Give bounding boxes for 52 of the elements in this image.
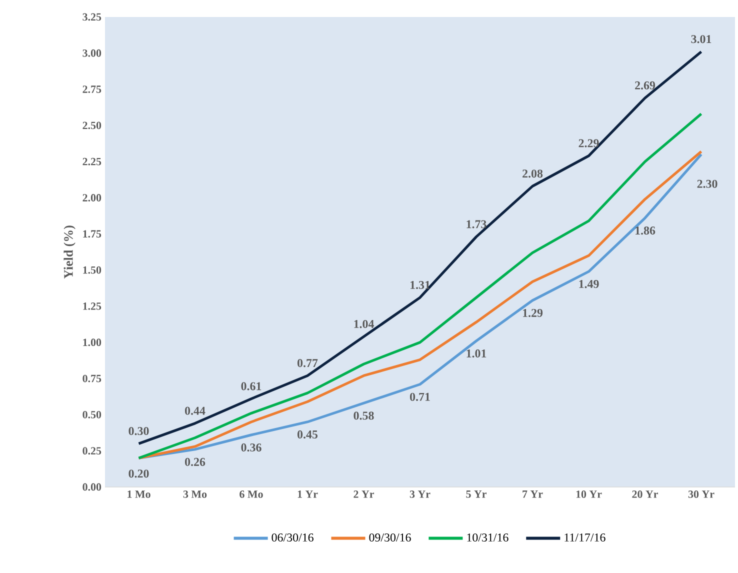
x-tick-label: 7 Yr (522, 490, 543, 498)
data-label: 0.58 (354, 412, 374, 420)
data-label: 0.71 (410, 392, 430, 401)
data-label: 1.49 (579, 280, 599, 288)
data-label: 0.61 (241, 382, 262, 390)
y-tick-label: 0.50 (82, 410, 102, 418)
data-label: 1.29 (523, 308, 543, 318)
data-label: 2.29 (578, 139, 599, 148)
y-tick-label: 3.25 (82, 13, 102, 21)
data-label: 1.73 (466, 220, 486, 228)
x-tick-label: 3 Mo (183, 490, 207, 498)
x-tick-label: 30 Yr (688, 490, 714, 498)
data-label: 2.30 (697, 180, 718, 188)
y-axis-title: Yield (%) (64, 226, 76, 279)
x-tick-label: 10 Yr (576, 490, 602, 498)
data-label: 0.36 (241, 443, 262, 452)
data-label: 0.44 (184, 406, 206, 415)
legend-label: 10/31/16 (467, 533, 508, 542)
y-tick-label: 0.75 (82, 374, 102, 382)
data-label: 0.26 (184, 458, 206, 466)
data-label: 1.31 (410, 280, 430, 290)
legend-label: 06/30/16 (272, 533, 314, 542)
x-tick-label: 5 Yr (466, 490, 487, 498)
x-tick-label: 1 Yr (298, 490, 318, 498)
data-label: 0.45 (297, 430, 318, 439)
y-tick-label: 1.25 (83, 302, 102, 310)
data-label: 3.01 (691, 35, 712, 44)
legend-label: 09/30/16 (369, 533, 411, 542)
x-tick-label: 3 Yr (410, 490, 430, 498)
y-tick-label: 1.75 (83, 230, 102, 238)
data-label: 1.01 (466, 349, 486, 358)
y-tick-label: 2.00 (82, 194, 102, 202)
x-tick-label: 2 Yr (354, 490, 374, 498)
y-tick-label: 0.25 (82, 447, 102, 455)
data-label: 0.77 (297, 359, 318, 368)
x-tick-label: 1 Mo (128, 490, 150, 498)
data-label: 0.20 (128, 470, 149, 478)
x-tick-label: 6 Mo (240, 490, 263, 498)
y-tick-label: 1.50 (83, 266, 102, 274)
y-tick-label: 2.25 (82, 158, 102, 166)
data-label: 1.04 (354, 320, 374, 328)
data-label: 1.86 (636, 226, 656, 235)
y-tick-label: 3.00 (82, 49, 102, 57)
data-label: 0.30 (128, 426, 149, 436)
y-tick-label: 2.75 (82, 86, 102, 94)
y-tick-label: 1.00 (83, 338, 102, 346)
x-tick-label: 20 Yr (632, 490, 658, 498)
data-label: 2.69 (635, 81, 656, 90)
y-tick-label: 2.50 (82, 122, 102, 130)
legend-label: 11/17/16 (564, 533, 606, 542)
data-label: 2.08 (522, 170, 543, 178)
y-tick-label: 0.00 (82, 483, 102, 491)
